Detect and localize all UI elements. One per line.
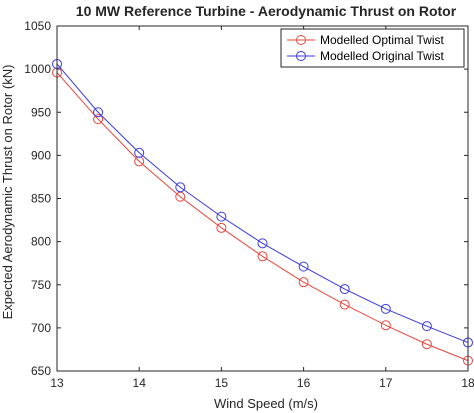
data-point [257, 251, 268, 262]
data-point [380, 320, 391, 331]
data-point [93, 114, 104, 125]
series-line [56, 72, 469, 362]
series-line [56, 63, 469, 344]
data-point [421, 339, 432, 350]
legend: Modelled Optimal Twist Modelled Original … [280, 28, 465, 68]
chart-title: 10 MW Reference Turbine - Aerodynamic Th… [76, 3, 457, 19]
legend-swatch-marker [296, 35, 306, 45]
data-point [339, 284, 350, 295]
x-tick-label: 18 [461, 376, 474, 390]
plot-area [57, 26, 468, 371]
data-point [175, 182, 186, 193]
data-point [298, 261, 309, 272]
x-tick-label: 15 [215, 376, 229, 390]
y-tick-label: 950 [31, 105, 51, 119]
legend-label: Modelled Original Twist [320, 49, 444, 63]
y-tick-label: 1000 [24, 62, 51, 76]
axis-ticks: 13 14 15 16 17 18 650 700 750 800 850 900 950 1000 105… [24, 19, 474, 390]
x-tick-label: 13 [50, 376, 64, 390]
legend-label: Modelled Optimal Twist [320, 33, 444, 47]
data-point [216, 211, 227, 222]
y-tick-label: 750 [31, 278, 51, 292]
data-point [421, 321, 432, 332]
data-point [93, 107, 104, 118]
y-tick-label: 900 [31, 148, 51, 162]
x-axis-label: Wind Speed (m/s) [214, 396, 318, 411]
y-axis-label: Expected Aerodynamic Thrust on Rotor (kN… [0, 65, 15, 320]
y-tick-label: 700 [31, 321, 51, 335]
legend-box [280, 28, 465, 68]
x-tick-label: 14 [133, 376, 147, 390]
y-tick-label: 1050 [24, 19, 51, 33]
plot-frame [56, 25, 469, 372]
data-point [380, 303, 391, 314]
data-point [339, 299, 350, 310]
data-point [134, 147, 145, 158]
y-tick-label: 650 [31, 364, 51, 378]
x-tick-label: 16 [297, 376, 311, 390]
legend-swatch-marker [296, 51, 306, 61]
y-tick-label: 850 [31, 192, 51, 206]
data-point [298, 277, 309, 288]
data-point [257, 238, 268, 249]
x-tick-label: 17 [379, 376, 393, 390]
y-tick-label: 800 [31, 235, 51, 249]
data-point [216, 222, 227, 233]
